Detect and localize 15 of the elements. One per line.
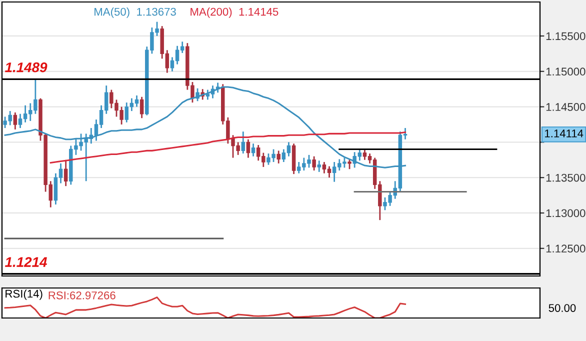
y-tick-label: 1.14500 <box>546 103 586 111</box>
y-tick-label: 1.13000 <box>546 209 586 218</box>
y-tick-label: 1.15000 <box>546 68 586 76</box>
series-label: RSI:62.97266 <box>48 291 116 300</box>
ref-line-label: 1.1214 <box>5 257 48 267</box>
text: 50.00 <box>548 304 576 312</box>
y-tick-label: 1.12500 <box>546 244 586 253</box>
y-tick-label: 1.15500 <box>546 32 586 40</box>
chart-title: RSI(14) <box>6 290 42 300</box>
text: 1.14114 <box>545 130 584 138</box>
y-tick-label: 1.13500 <box>546 174 586 182</box>
text: MA(50) 1.13673 <box>94 8 176 18</box>
candlestick <box>348 158 352 170</box>
text: MA(200) 1.14145 <box>190 8 278 18</box>
ref-line-label: 1.1489 <box>5 62 48 72</box>
